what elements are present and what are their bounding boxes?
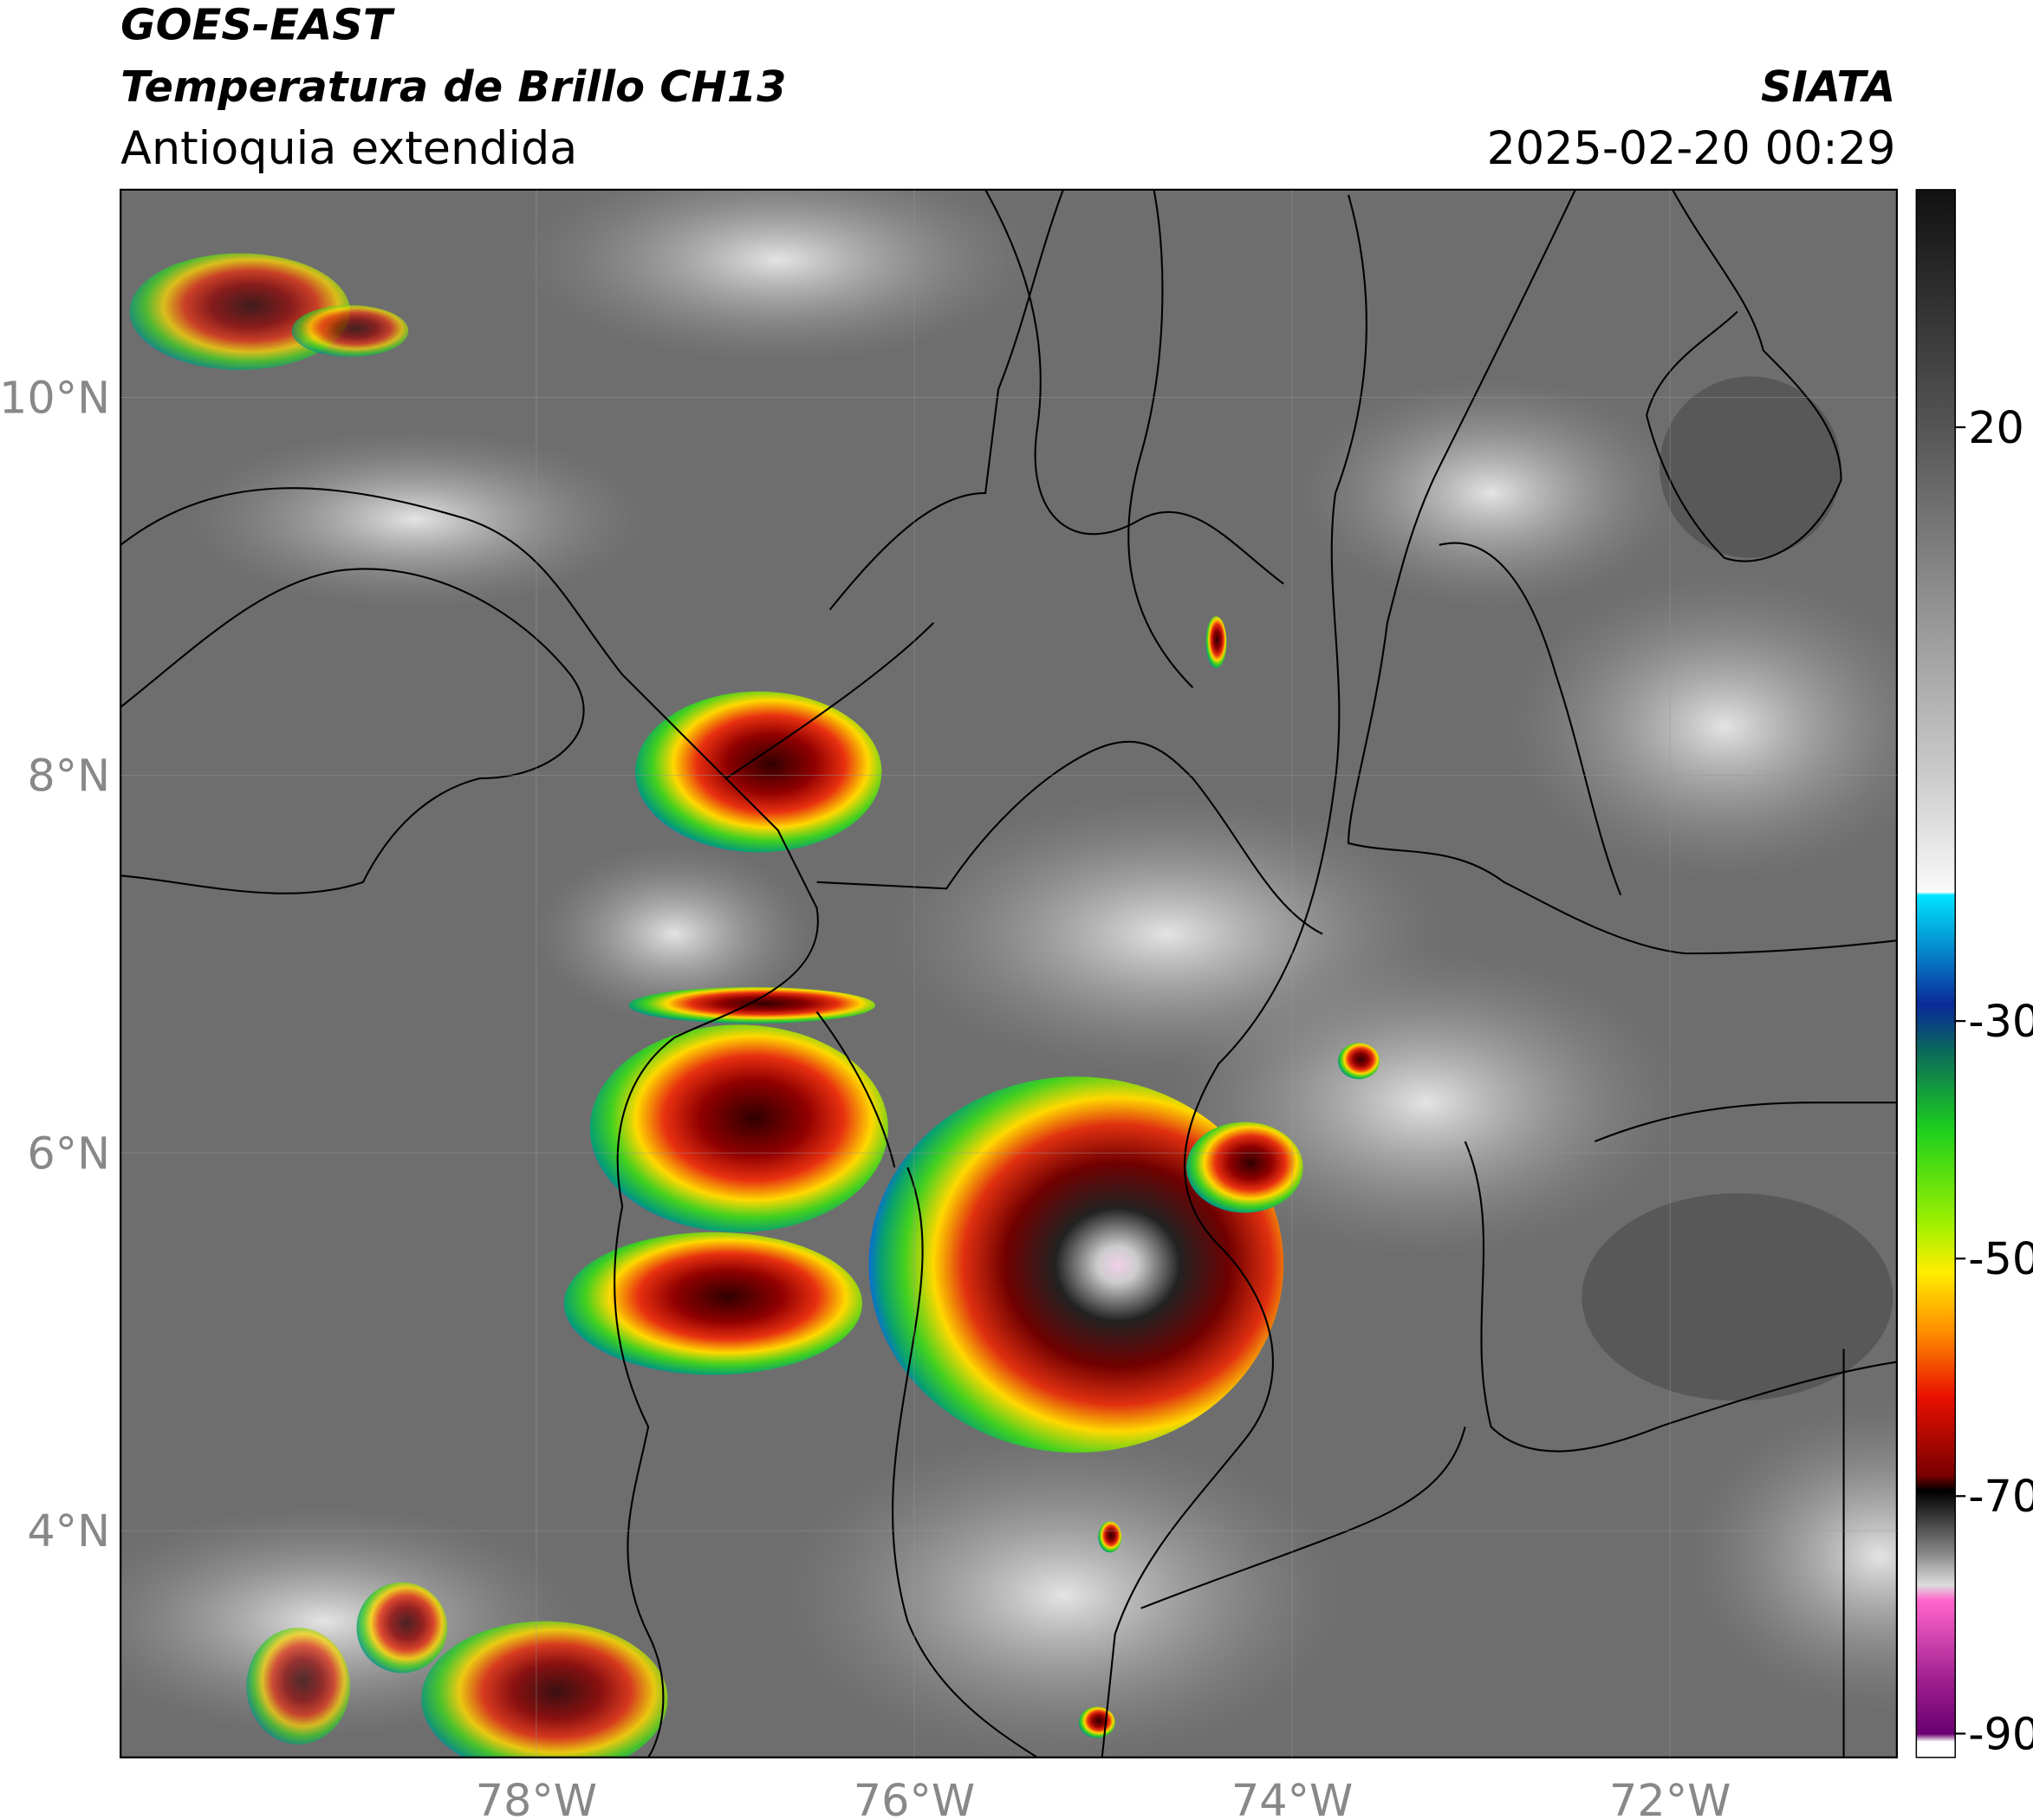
y-tick-label: 6°N (27, 1128, 110, 1179)
colorbar-tick-label: -50 (1968, 1233, 2033, 1284)
y-tick-label: 10°N (0, 373, 110, 424)
x-tick-label: 78°W (476, 1775, 597, 1820)
y-tick-label: 4°N (27, 1505, 110, 1557)
source: SIATA (1761, 62, 1895, 112)
title: GOES-EAST (120, 0, 395, 49)
y-tick-label: 8°N (27, 750, 110, 801)
colorbar-tick-label: -30 (1968, 996, 2033, 1047)
subtitle: Temperatura de Brillo CH13 (120, 62, 786, 112)
map-frame (120, 188, 1899, 1758)
colorbar-tick-label: 20 (1968, 402, 2024, 453)
region: Antioquia extendida (120, 122, 577, 175)
x-tick-label: 74°W (1231, 1775, 1353, 1820)
colorbar-tick-label: -90 (1968, 1708, 2033, 1759)
map-image (120, 189, 1897, 1758)
x-tick-label: 72°W (1609, 1775, 1731, 1820)
colorbar-tick-label: -70 (1968, 1471, 2033, 1522)
datetime: 2025-02-20 00:29 (1487, 122, 1896, 175)
colorbar (1915, 189, 1956, 1758)
axes: 78°W 76°W 74°W 72°W 4°N 6°N 8°N 10°N 20 -30 -50 -70… (0, 189, 2033, 1820)
x-tick-label: 76°W (854, 1775, 975, 1820)
